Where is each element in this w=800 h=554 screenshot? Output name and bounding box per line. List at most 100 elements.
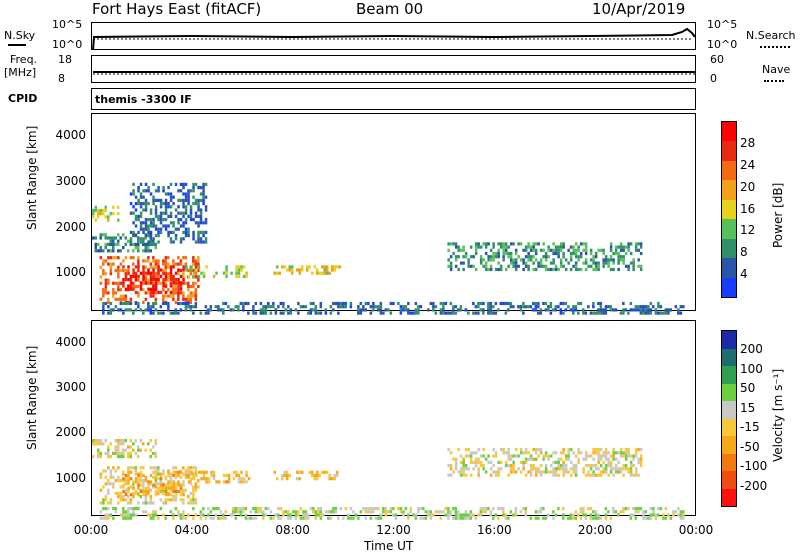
heatmap-cell — [562, 470, 565, 474]
heatmap-cell — [149, 211, 153, 215]
heatmap-cell — [137, 278, 140, 282]
heatmap-cell — [537, 467, 540, 471]
heatmap-cell — [682, 510, 685, 514]
heatmap-cell — [172, 297, 175, 301]
heatmap-cell — [94, 246, 97, 250]
heatmap-cell — [452, 311, 455, 315]
heatmap-cell — [114, 469, 118, 473]
heatmap-cell — [182, 281, 185, 285]
heatmap-cell — [179, 182, 183, 186]
heatmap-cell — [154, 262, 158, 266]
heatmap-cell — [114, 439, 117, 443]
nsky-bottom-tick: 10^0 — [52, 38, 83, 51]
heatmap-cell — [137, 246, 140, 250]
heatmap-cell — [117, 212, 120, 216]
heatmap-cell — [132, 249, 135, 253]
heatmap-cell — [149, 236, 152, 240]
heatmap-cell — [614, 464, 618, 468]
heatmap-cell — [152, 198, 155, 202]
heatmap-cell — [557, 467, 560, 471]
heatmap-cell — [602, 467, 605, 471]
freq-label: Freq. — [10, 53, 38, 66]
heatmap-cell — [584, 516, 588, 520]
colorbar-segment — [722, 238, 736, 259]
heatmap-cell — [492, 255, 495, 259]
heatmap-cell — [122, 294, 125, 298]
heatmap-cell — [184, 195, 188, 199]
heatmap-cell — [162, 288, 165, 292]
heatmap-cell — [474, 516, 478, 520]
heatmap-cell — [144, 202, 148, 206]
heatmap-cell — [569, 251, 573, 256]
heatmap-cell — [672, 510, 675, 514]
heatmap-cell — [337, 311, 340, 315]
heatmap-cell — [102, 469, 105, 473]
heatmap-cell — [259, 308, 263, 312]
heatmap-cell — [672, 513, 675, 517]
heatmap-cell — [594, 516, 598, 520]
heatmap-cell — [207, 311, 210, 315]
heatmap-cell — [174, 234, 178, 238]
heatmap-cell — [262, 516, 265, 520]
heatmap-cell — [359, 510, 363, 514]
heatmap-cell — [102, 259, 105, 263]
heatmap-cell — [454, 516, 458, 520]
heatmap-cell — [204, 240, 208, 244]
heatmap-cell — [592, 464, 595, 468]
heatmap-cell — [154, 246, 157, 250]
heatmap-cell — [474, 311, 478, 315]
heatmap-cell — [316, 268, 319, 272]
heatmap-cell — [194, 469, 198, 473]
heatmap-cell — [157, 278, 160, 282]
heatmap-cell — [467, 311, 470, 315]
heatmap-cell — [629, 464, 633, 468]
nsky-panel — [91, 22, 696, 51]
heatmap-cell — [497, 516, 500, 520]
heatmap-cell — [321, 470, 324, 474]
heatmap-cell — [164, 192, 168, 196]
heatmap-cell — [202, 271, 206, 275]
heatmap-cell — [519, 451, 523, 455]
heatmap-cell — [177, 268, 180, 272]
heatmap-cell — [102, 272, 105, 276]
heatmap-cell — [502, 301, 505, 306]
heatmap-cell — [169, 479, 173, 483]
heatmap-cell — [402, 308, 405, 312]
heatmap-cell — [554, 267, 558, 272]
heatmap-cell — [502, 251, 505, 256]
heatmap-cell — [434, 311, 438, 315]
heatmap-cell — [517, 255, 520, 259]
heatmap-cell — [564, 308, 568, 312]
heatmap-cell — [479, 255, 483, 259]
heatmap-cell — [222, 516, 225, 520]
heatmap-cell — [149, 498, 153, 502]
colorbar-tick: 50 — [740, 381, 756, 396]
heatmap-cell — [329, 510, 333, 514]
heatmap-cell — [184, 198, 188, 202]
heatmap-cell — [512, 242, 515, 246]
heatmap-cell — [122, 297, 125, 301]
heatmap-cell — [164, 265, 168, 269]
heatmap-cell — [574, 264, 578, 268]
heatmap-cell — [479, 460, 483, 464]
colorbar-segment — [722, 383, 736, 401]
heatmap-cell — [199, 510, 203, 514]
heatmap-cell — [192, 305, 195, 309]
heatmap-cell — [288, 473, 291, 478]
heatmap-cell — [104, 284, 108, 289]
heatmap-cell — [209, 305, 213, 309]
heatmap-cell — [124, 516, 128, 520]
heatmap-cell — [497, 267, 500, 272]
heatmap-cell — [262, 513, 265, 517]
heatmap-cell — [269, 305, 273, 309]
heatmap-cell — [474, 464, 478, 468]
heatmap-cell — [554, 473, 558, 477]
heatmap-cell — [157, 227, 160, 231]
heatmap-cell — [457, 255, 460, 259]
heatmap-cell — [334, 507, 338, 511]
heatmap-cell — [559, 301, 563, 306]
heatmap-cell — [604, 451, 608, 455]
heatmap-cell — [382, 510, 385, 514]
heatmap-cell — [94, 218, 97, 222]
heatmap-cell — [328, 477, 331, 481]
